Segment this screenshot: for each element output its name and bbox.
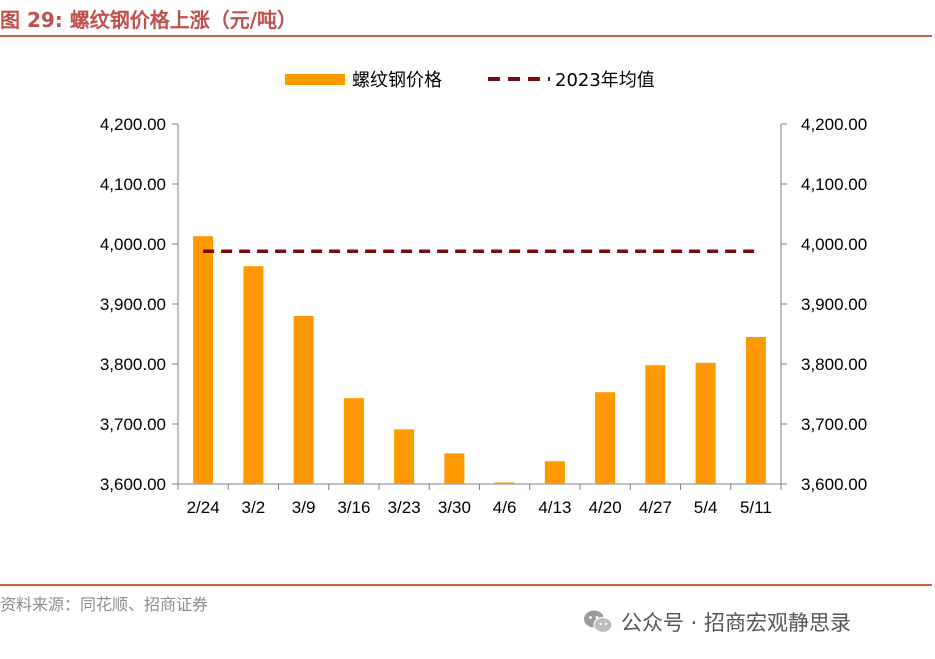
y-tick-label-left: 4,000.00 [100, 235, 166, 254]
x-tick-label: 3/23 [388, 498, 421, 517]
bar [444, 453, 465, 484]
x-tick-label: 4/20 [589, 498, 622, 517]
bar [494, 482, 515, 484]
y-tick-label-left: 3,700.00 [100, 415, 166, 434]
y-tick-label-right: 3,800.00 [801, 355, 867, 374]
x-tick-label: 4/13 [538, 498, 571, 517]
bar [645, 365, 666, 484]
y-tick-label-right: 3,900.00 [801, 295, 867, 314]
x-tick-label: 5/11 [740, 498, 772, 517]
watermark: 公众号 · 招商宏观静思录 [583, 607, 851, 637]
x-tick-label: 4/6 [493, 498, 517, 517]
bars [193, 236, 766, 484]
x-tick-label: 3/9 [292, 498, 316, 517]
bottom-divider [0, 584, 932, 586]
x-tick-label: 5/4 [694, 498, 718, 517]
source-note: 资料来源：同花顺、招商证券 [0, 595, 209, 614]
bar [343, 398, 364, 484]
y-tick-label-right: 4,000.00 [801, 235, 867, 254]
bar [394, 429, 415, 484]
wechat-icon [584, 610, 613, 634]
axes [172, 123, 787, 490]
y-tick-label-left: 3,900.00 [100, 295, 166, 314]
y-tick-label-right: 3,600.00 [801, 475, 867, 494]
top-divider [0, 35, 932, 37]
bar [695, 362, 716, 484]
y-tick-label-right: 3,700.00 [801, 415, 867, 434]
bar [745, 337, 766, 484]
y-tick-label-right: 4,200.00 [801, 115, 867, 134]
y-tick-label-left: 4,100.00 [100, 175, 166, 194]
bar [595, 392, 616, 484]
bar [243, 266, 264, 484]
legend: 螺纹钢价格 2023年均值 [285, 70, 655, 91]
x-tick-label: 3/16 [337, 498, 370, 517]
bar [193, 236, 214, 484]
y-tick-label-left: 3,800.00 [100, 355, 166, 374]
legend-label-line: 2023年均值 [555, 70, 655, 91]
x-tick-label: 3/2 [242, 498, 266, 517]
y-tick-label-right: 4,100.00 [801, 175, 867, 194]
x-tick-label: 2/24 [187, 498, 220, 517]
y-tick-label-left: 4,200.00 [100, 115, 166, 134]
x-tick-label: 4/27 [639, 498, 672, 517]
figure-title: 图 29: 螺纹钢价格上涨（元/吨） [0, 8, 298, 32]
chart: 螺纹钢价格 2023年均值 3,600.00 3,600.003,700.00 3,… [100, 70, 867, 517]
watermark-text: 公众号 · 招商宏观静思录 [621, 611, 852, 635]
x-tick-label: 3/30 [438, 498, 471, 517]
tick-labels: 3,600.00 3,600.00 3,700.00 3,700.00 3,800.00… [100, 115, 867, 517]
bar [544, 461, 565, 484]
legend-swatch-bar [285, 74, 345, 85]
y-tick-label-left: 3,600.00 [100, 475, 166, 494]
legend-label-bar: 螺纹钢价格 [352, 70, 442, 91]
bar [293, 316, 314, 484]
